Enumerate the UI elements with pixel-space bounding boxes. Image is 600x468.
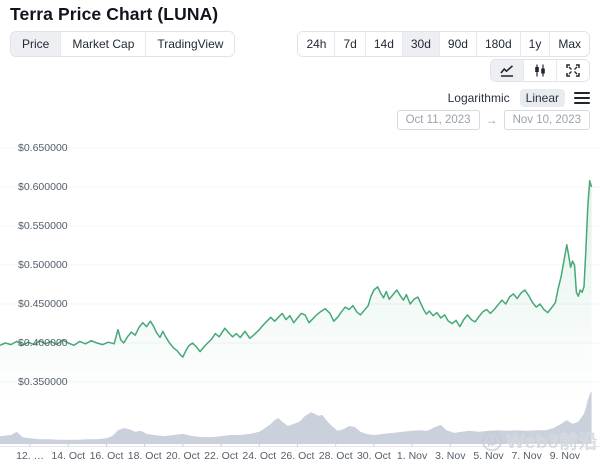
x-axis-label: 9. Nov <box>549 450 581 462</box>
x-axis-label: 26. Oct <box>280 450 315 462</box>
line-chart-button[interactable] <box>491 60 524 81</box>
x-axis-ticks <box>0 441 600 447</box>
date-from-input[interactable]: Oct 11, 2023 <box>396 110 480 130</box>
range-button-30d[interactable]: 30d <box>402 32 440 56</box>
date-range-row: Oct 11, 2023 → Nov 10, 2023 <box>396 110 590 130</box>
price-chart-canvas[interactable] <box>0 135 600 465</box>
x-axis-label: 12. … <box>16 450 45 462</box>
range-button-180d[interactable]: 180d <box>476 32 521 56</box>
menu-icon[interactable] <box>574 89 590 107</box>
range-button-14d[interactable]: 14d <box>365 32 403 56</box>
x-axis-label: 16. Oct <box>89 450 124 462</box>
date-to-input[interactable]: Nov 10, 2023 <box>503 110 590 130</box>
scale-option-logarithmic[interactable]: Logarithmic <box>447 91 510 105</box>
y-axis-label: $0.650000 <box>18 142 68 154</box>
candlestick-button[interactable] <box>524 60 557 81</box>
y-axis-label: $0.600000 <box>18 181 68 193</box>
time-range-group: 24h 7d 14d 30d 90d 180d 1y Max <box>297 31 590 57</box>
x-axis-label: 3. Nov <box>435 450 466 462</box>
x-axis-label: 7. Nov <box>511 450 542 462</box>
scale-option-linear[interactable]: Linear <box>519 89 565 107</box>
range-button-24h[interactable]: 24h <box>298 32 336 56</box>
x-axis-label: 18. Oct <box>127 450 162 462</box>
scale-toggle-row: Logarithmic Linear <box>442 89 590 107</box>
brand-logo-icon <box>481 430 502 451</box>
date-arrow-icon: → <box>485 113 498 127</box>
x-axis-label: 14. Oct <box>51 450 86 462</box>
y-axis-label: $0.500000 <box>18 259 68 271</box>
price-area-fill <box>0 180 592 401</box>
volume-area <box>0 391 592 444</box>
y-axis-label: $0.550000 <box>18 220 68 232</box>
x-axis-label: 30. Oct <box>356 450 391 462</box>
chart-area: $0.650000 $0.600000 $0.550000 $0.500000 $0.4… <box>0 135 600 465</box>
tab-tradingview[interactable]: TradingView <box>146 32 235 56</box>
brand-watermark-text: Web3前沿 <box>506 432 598 453</box>
scale-options: Logarithmic Linear <box>442 89 565 107</box>
brand-watermark: Web3前沿 <box>481 427 598 454</box>
price-line <box>0 180 593 358</box>
x-axis-label: 24. Oct <box>242 450 277 462</box>
tab-price[interactable]: Price <box>11 32 62 56</box>
x-axis-label: 20. Oct <box>165 450 200 462</box>
y-axis-label: $0.450000 <box>18 298 68 310</box>
fullscreen-button[interactable] <box>557 60 589 81</box>
view-tab-group: Price Market Cap TradingView <box>10 31 236 57</box>
page-title: Terra Price Chart (LUNA) <box>10 4 219 24</box>
x-axis-label: 28. Oct <box>318 450 353 462</box>
range-button-1y[interactable]: 1y <box>520 32 551 56</box>
chart-type-group <box>490 59 590 82</box>
y-axis-label: $0.350000 <box>18 376 68 388</box>
x-axis-label: 5. Nov <box>473 450 504 462</box>
x-axis-label: 22. Oct <box>204 450 239 462</box>
range-button-max[interactable]: Max <box>550 32 589 56</box>
y-axis-label: $0.400000 <box>18 337 68 349</box>
range-button-7d[interactable]: 7d <box>335 32 366 56</box>
tab-market-cap[interactable]: Market Cap <box>61 32 147 56</box>
range-button-90d[interactable]: 90d <box>439 32 477 56</box>
x-axis-label: 1. Nov <box>396 450 428 462</box>
